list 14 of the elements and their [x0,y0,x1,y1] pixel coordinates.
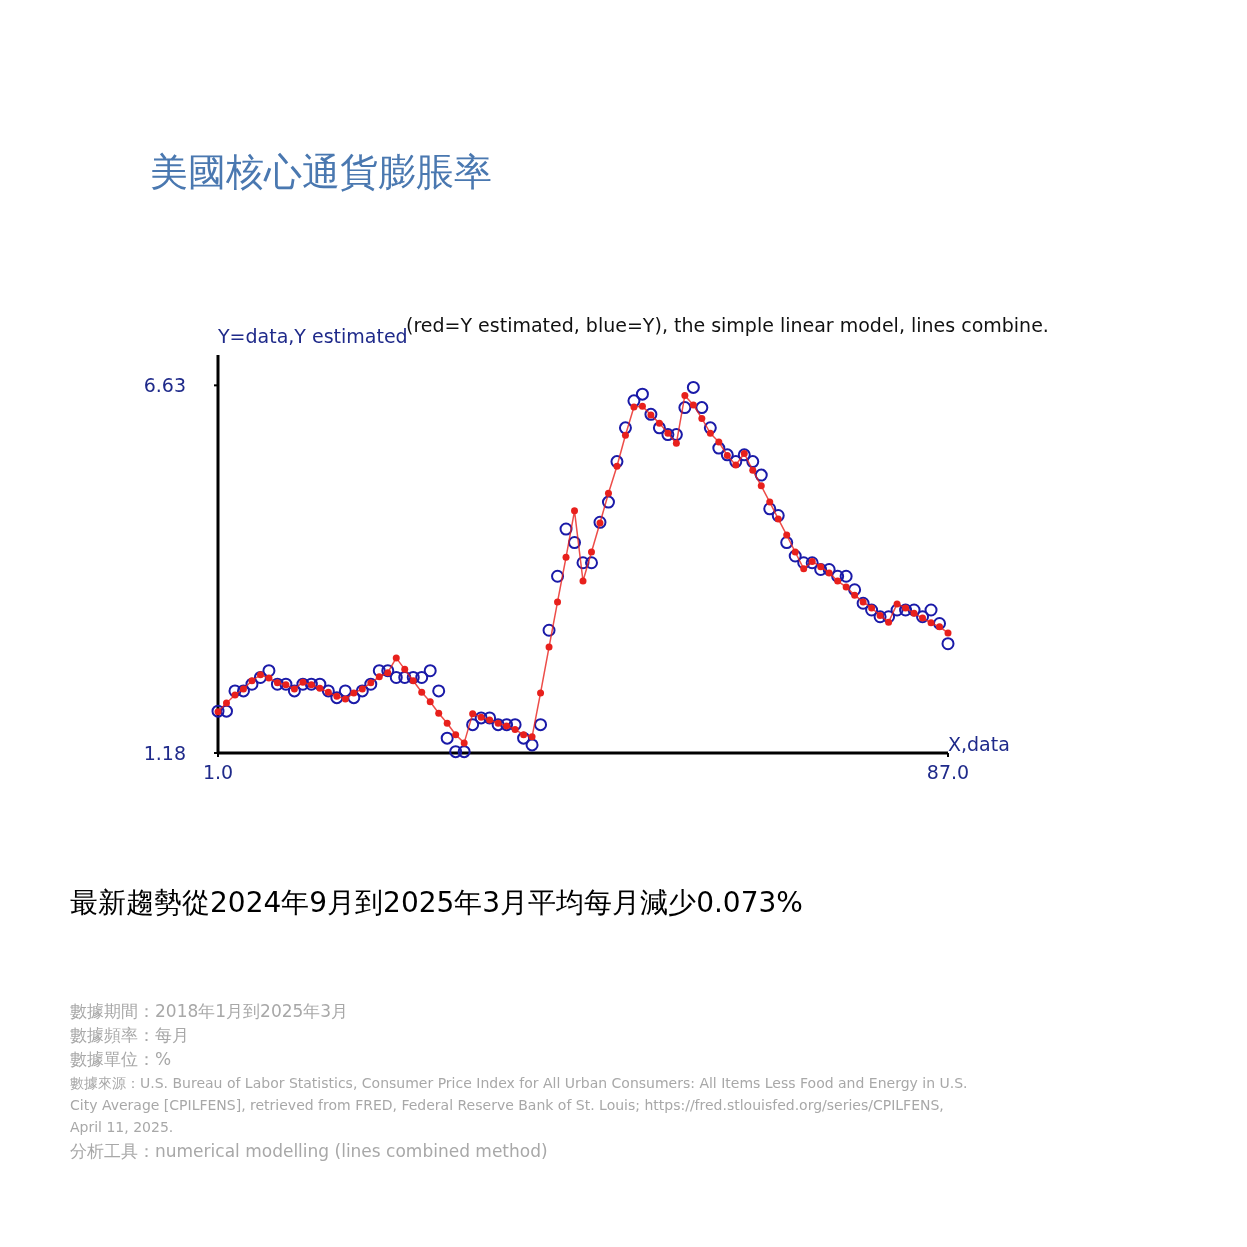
text: 數據單位：% [70,1048,173,1070]
text: 數據頻率：每月 [70,1024,190,1046]
chart-subtitle: (red=Y estimated, blue=Y), the simple linear model, lines combine. [406,314,1049,336]
text: 分析工具：numerical modelling (lines combined method) [70,1140,549,1162]
y-tick-label: 6.63 [143,374,186,397]
y-tick-label: 1.18 [143,742,186,764]
text: 最新趨勢從2024年9月到2025年3月平均每月減少0.073% [70,885,803,921]
x-tick-label: 1.0 [202,761,234,783]
x-tick-label: 87.0 [926,761,970,783]
x-axis-title: X,data [948,733,1010,755]
y-axis-title: Y=data,Y estimated [217,325,408,347]
title: 美國核心通貨膨脹率 [150,150,492,194]
text: 數據來源：U.S. Bureau of Labor Statistics, Consumer Price Index for All Urban Consumers: All Items Less Food and Energy in U.S. City Average [CPILFENS], retrieved from FRED, Federal Reserve Bank of St. Louis; https://fred.stlouisfed.org/series/CPILFENS, April 11, 2025. [70,1074,969,1137]
text: 數據期間：2018年1月到2025年3月 [70,1000,350,1022]
